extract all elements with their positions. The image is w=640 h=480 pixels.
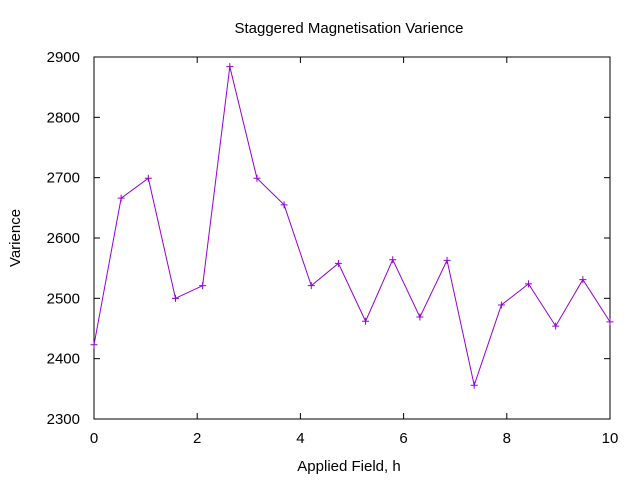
x-tick-label: 0	[90, 430, 98, 447]
data-point	[525, 280, 533, 288]
data-point	[579, 276, 587, 284]
tick-labels: 0 2 4 6 8 10 2300 2400 2500 2600 2700 2800 2900	[47, 49, 619, 447]
data-point	[470, 381, 478, 389]
data-point	[280, 201, 288, 209]
data-point	[307, 282, 315, 290]
x-tick-label: 10	[602, 430, 619, 447]
y-tick-label: 2500	[47, 290, 80, 307]
data-point	[552, 322, 560, 330]
chart-title: Staggered Magnetisation Varience	[234, 20, 463, 37]
data-point	[362, 317, 370, 325]
x-tick-label: 8	[503, 430, 511, 447]
data-point	[606, 318, 614, 326]
y-tick-label: 2900	[47, 49, 80, 66]
y-tick-label: 2400	[47, 351, 80, 368]
series-line	[93, 66, 611, 388]
data-point	[443, 256, 451, 264]
y-tick-label: 2600	[47, 230, 80, 247]
data-point	[226, 63, 234, 71]
x-tick-label: 6	[399, 430, 407, 447]
x-tick-label: 2	[193, 430, 201, 447]
y-tick-label: 2300	[47, 411, 80, 428]
y-axis-label: Varience	[7, 209, 24, 267]
y-tick-label: 2800	[47, 109, 80, 126]
data-point	[199, 282, 207, 290]
data-point	[144, 174, 152, 182]
data-point	[171, 294, 179, 302]
plot-frame	[93, 56, 611, 420]
data-point	[117, 194, 125, 202]
axis-ticks	[93, 56, 611, 420]
data-point	[389, 256, 397, 264]
x-axis-label: Applied Field, h	[297, 458, 400, 475]
y-tick-label: 2700	[47, 170, 80, 187]
data-point	[416, 313, 424, 321]
data-point	[253, 174, 261, 182]
data-point	[90, 341, 98, 349]
data-point	[334, 259, 342, 267]
data-series	[90, 63, 614, 389]
x-tick-label: 4	[296, 430, 304, 447]
data-point	[497, 301, 505, 309]
